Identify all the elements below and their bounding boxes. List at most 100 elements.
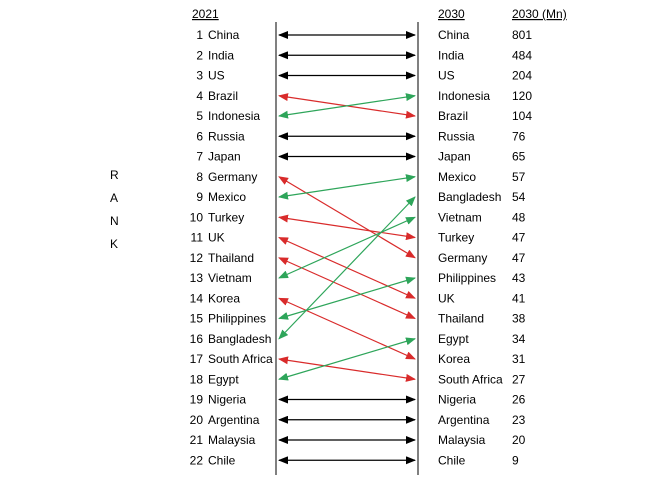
left-country-label: Turkey [208,210,244,224]
right-value-label: 9 [512,453,519,467]
right-country-label: Egypt [438,332,469,346]
left-country-label: Thailand [208,251,254,265]
right-country-label: Malaysia [438,433,486,447]
left-country-label: Mexico [208,190,246,204]
right-value-label: 104 [512,109,532,123]
left-country-label: Philippines [208,312,266,326]
right-value-label: 26 [512,393,526,407]
left-country-label: Bangladesh [208,332,271,346]
right-country-label: US [438,69,455,83]
left-country-label: Korea [208,291,240,305]
right-value-label: 47 [512,251,526,265]
left-rank-number: 2 [196,48,203,62]
right-country-label: Russia [438,129,475,143]
right-country-label: Turkey [438,231,474,245]
left-rank-number: 15 [190,312,204,326]
left-rank-number: 13 [190,271,204,285]
left-rank-number: 9 [196,190,203,204]
left-rank-number: 7 [196,150,203,164]
right-country-label: Bangladesh [438,190,501,204]
left-rank-number: 17 [190,352,204,366]
rank-letter: A [110,191,119,205]
rank-letter: R [110,168,119,182]
rank-arrow-turkey [278,214,416,241]
left-country-label: China [208,28,240,42]
left-country-label: Egypt [208,372,239,386]
header-2030: 2030 [438,7,465,21]
right-rank-labels: China 801 India 484 US 204 Indonesia 120 Brazil 1… [438,28,532,467]
rank-arrow-germany [278,176,416,259]
right-country-label: Mexico [438,170,476,184]
left-rank-number: 3 [196,69,203,83]
left-country-label: Russia [208,129,245,143]
rank-arrow-vietnam [278,216,416,279]
left-country-label: UK [208,231,225,245]
right-country-label: Korea [438,352,470,366]
right-value-label: 43 [512,271,526,285]
left-rank-number: 11 [191,231,204,245]
right-value-label: 31 [512,352,526,366]
left-country-label: US [208,69,225,83]
rank-letter: N [110,214,119,228]
left-rank-number: 8 [196,170,203,184]
left-rank-number: 16 [190,332,204,346]
rank-arrow-mexico [278,174,416,200]
right-value-label: 47 [512,231,526,245]
right-country-label: Thailand [438,312,484,326]
left-country-label: Vietnam [208,271,252,285]
right-value-label: 20 [512,433,526,447]
left-country-label: Indonesia [208,109,260,123]
right-country-label: Philippines [438,271,496,285]
rank-letter: K [110,237,119,251]
header-2021: 2021 [192,7,219,21]
left-rank-number: 10 [190,210,204,224]
left-rank-number: 12 [190,251,204,265]
rank-arrow-indonesia [278,93,416,119]
left-rank-number: 1 [196,28,203,42]
right-country-label: Germany [438,251,487,265]
right-country-label: Chile [438,453,466,467]
right-value-label: 23 [512,413,526,427]
right-country-label: Japan [438,150,471,164]
left-country-label: Brazil [208,89,238,103]
left-rank-number: 22 [190,453,204,467]
left-country-label: Chile [208,453,236,467]
rank-arrow-thailand [278,257,416,320]
left-country-label: Malaysia [208,433,256,447]
right-value-label: 484 [512,48,532,62]
left-rank-number: 4 [196,89,203,103]
right-country-label: Brazil [438,109,468,123]
right-country-label: Nigeria [438,393,476,407]
header-2030-mn: 2030 (Mn) [512,7,567,21]
left-country-label: South Africa [208,352,273,366]
left-country-label: Germany [208,170,257,184]
left-country-label: Nigeria [208,393,246,407]
right-value-label: 801 [512,28,532,42]
right-value-label: 27 [512,372,526,386]
left-country-label: Japan [208,150,241,164]
rank-arrow-bangladesh [278,196,416,340]
right-value-label: 76 [512,129,526,143]
right-value-label: 48 [512,210,526,224]
left-rank-number: 20 [190,413,204,427]
right-value-label: 204 [512,69,532,83]
left-rank-number: 6 [196,129,203,143]
right-value-label: 120 [512,89,532,103]
right-value-label: 34 [512,332,526,346]
right-country-label: India [438,48,464,62]
right-country-label: UK [438,291,455,305]
rank-arrow-south-africa [278,356,416,382]
left-rank-number: 14 [190,291,204,305]
left-rank-number: 21 [190,433,204,447]
rank-arrow-egypt [278,337,416,381]
rank-arrow-philippines [278,276,416,320]
right-value-label: 41 [512,291,526,305]
left-rank-number: 5 [196,109,203,123]
left-country-label: Argentina [208,413,260,427]
left-rank-number: 19 [190,393,204,407]
left-country-label: India [208,48,234,62]
right-country-label: China [438,28,470,42]
rank-change-arrows [278,31,416,465]
right-country-label: Argentina [438,413,490,427]
